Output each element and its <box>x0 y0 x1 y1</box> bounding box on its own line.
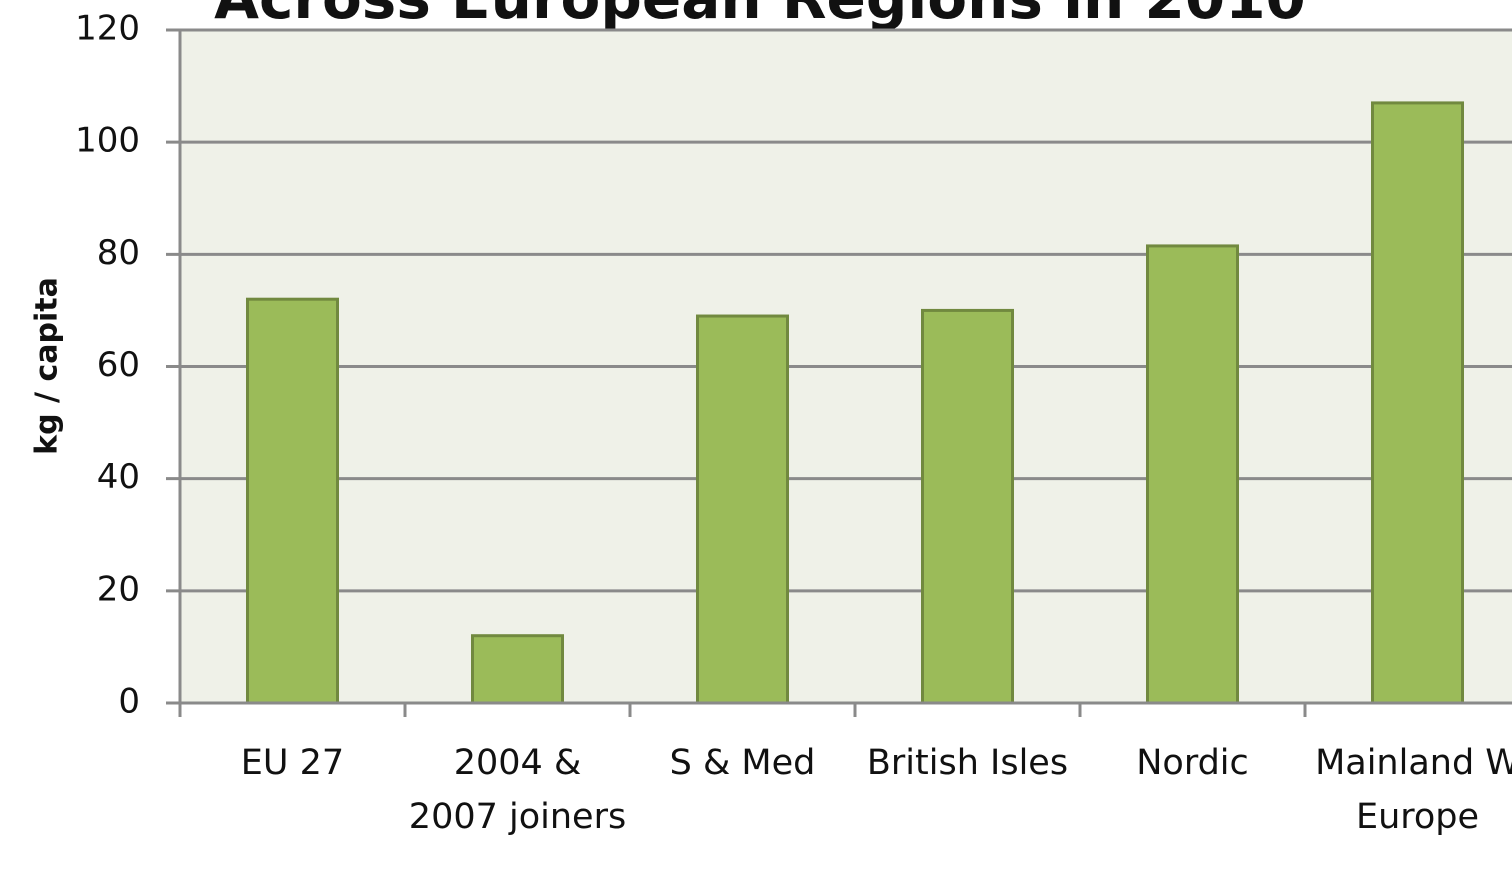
bar <box>696 314 789 705</box>
x-tick-label: Mainland W Europe <box>1315 743 1512 837</box>
chart-title: Across European Regions in 2010 <box>214 0 1306 32</box>
y-tick-label: 20 <box>97 569 140 609</box>
bar <box>921 308 1014 705</box>
y-tick-label: 0 <box>118 682 140 722</box>
x-tick-label: British Isles <box>866 743 1069 783</box>
y-tick-label: 80 <box>97 233 140 273</box>
x-tick-label: 2004 & 2007 joiners <box>408 743 627 837</box>
bar <box>471 634 564 705</box>
bar <box>246 297 339 705</box>
y-axis-label: kg / capita <box>30 277 65 455</box>
y-tick-label: 100 <box>75 121 140 161</box>
y-tick-label: 120 <box>75 9 140 49</box>
y-tick-label: 40 <box>97 457 140 497</box>
x-tick-label: EU 27 <box>240 743 345 783</box>
bar <box>1371 101 1464 705</box>
y-tick-label: 60 <box>97 345 140 385</box>
x-tick-label: Nordic <box>1136 743 1249 783</box>
bar <box>1146 244 1239 705</box>
x-tick-label: S & Med <box>669 743 816 783</box>
